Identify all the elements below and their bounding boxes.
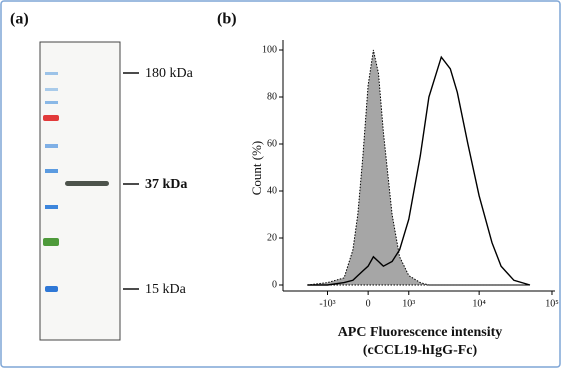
- panel-label: (b): [217, 11, 237, 28]
- x-axis-title: APC Fluorescence intensity: [338, 325, 503, 340]
- y-tick-label: 100: [262, 44, 277, 55]
- y-tick-label: 20: [267, 232, 277, 243]
- marker-label: 37 kDa: [145, 177, 187, 192]
- y-axis-title: Count (%): [249, 141, 264, 196]
- figure: (a) (b) 180 kDa 37 kDa 15 kDa Count (%) …: [0, 0, 561, 368]
- panel-label: (a): [10, 11, 29, 28]
- x-axis-title: (cCCL19-hIgG-Fc): [363, 343, 478, 358]
- y-tick-label: 0: [272, 279, 277, 290]
- marker-label: 180 kDa: [145, 66, 194, 81]
- y-tick-label: 40: [267, 185, 277, 196]
- page: {"panel_a": {"label": "(a)", "markers": …: [0, 0, 561, 368]
- x-tick-label: 10⁴: [472, 298, 486, 309]
- x-tick-label: 0: [366, 298, 371, 309]
- y-tick-label: 60: [267, 138, 277, 149]
- marker-label: 15 kDa: [145, 282, 187, 297]
- x-tick-label: 10⁵: [545, 298, 559, 309]
- x-tick-label: -10³: [319, 298, 335, 309]
- x-tick-label: 10³: [402, 298, 415, 309]
- y-tick-label: 80: [267, 91, 277, 102]
